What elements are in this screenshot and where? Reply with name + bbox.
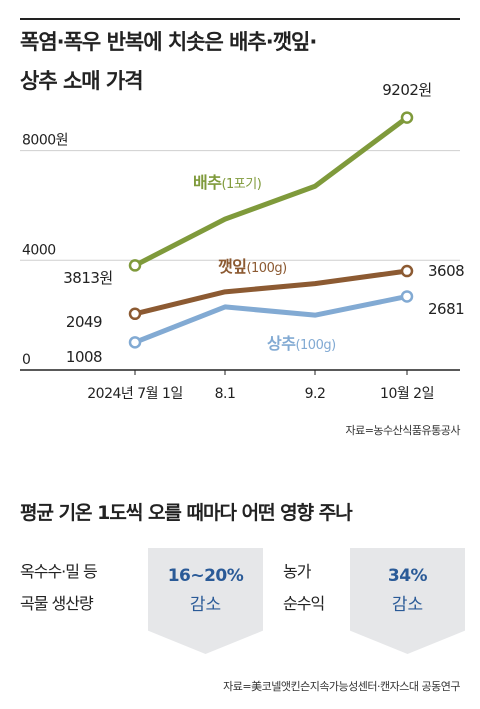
series-line-0 (132, 115, 410, 268)
impact-label-income-line1: 농가 (283, 562, 311, 581)
impact-value-income: 34% (387, 566, 428, 586)
impact-label-grain-line1: 옥수수·밀 등 (20, 562, 98, 581)
series-1-end-value: 3608 (428, 262, 464, 280)
impact-label-grain-line2: 곡물 생산량 (20, 594, 94, 613)
section-title: 평균 기온 1도씩 오를 때마다 어떤 영향 주나 (20, 502, 353, 524)
impact-direction-grain: 감소 (189, 595, 222, 615)
x-tick-label-2: 9.2 (305, 386, 326, 402)
series-0-name: 배추(1포기) (193, 173, 261, 192)
impact-label-grain: 옥수수·밀 등 곡물 생산량 (20, 556, 98, 620)
source-note-prices: 자료=농수산식품유통공사 (345, 424, 460, 437)
impact-box-grain: 16~20% 감소 (148, 548, 263, 654)
series-0-end-value: 9202원 (382, 81, 431, 99)
y-tick-label-1: 4000 (22, 242, 56, 258)
top-rule (20, 18, 460, 20)
series-0-point-3 (400, 111, 414, 124)
impact-label-income: 농가 순수익 (283, 556, 325, 620)
impact-box-income: 34% 감소 (350, 548, 465, 654)
series-2-point-3 (400, 290, 414, 303)
series-0-name-text: 배추 (193, 173, 222, 192)
series-1-unit: (100g) (246, 261, 286, 276)
y-tick-label-0: 8000원 (22, 133, 68, 149)
x-tick-label-3: 10월 2일 (380, 386, 434, 402)
series-1-name: 깻잎(100g) (218, 257, 287, 276)
series-1-point-3 (400, 264, 414, 278)
series-line-1 (132, 268, 410, 317)
series-1-name-text: 깻잎 (218, 257, 246, 276)
series-0-start-value: 3813원 (63, 269, 112, 287)
impact-value-grain: 16~20% (167, 566, 244, 586)
series-2-end-value: 2681 (428, 300, 464, 318)
series-2-unit: (100g) (295, 338, 335, 353)
series-0-unit: (1포기) (221, 177, 261, 192)
source-note-study: 자료=美코넬앳킨슨지속가능성센터·캔자스대 공동연구 (223, 680, 460, 693)
x-tick-label-0: 2024년 7월 1일 (87, 386, 182, 402)
series-2-point-0 (128, 336, 142, 349)
impact-direction-income: 감소 (391, 595, 424, 615)
series-2-name-text: 상추 (267, 334, 296, 353)
impact-label-income-line2: 순수익 (283, 594, 325, 613)
series-2-start-value: 1008 (66, 348, 102, 366)
series-1-start-value: 2049 (66, 313, 102, 331)
series-2-name: 상추(100g) (267, 334, 336, 353)
price-line-chart: 8000원 4000 0 2024년 7월 1일 8.1 9.2 10월 2일 3813원 92… (20, 81, 465, 402)
series-1-point-0 (128, 307, 142, 321)
chart-title-line2: 상추 소매 가격 (20, 69, 144, 93)
series-0-point-0 (128, 259, 142, 272)
chart-title-line1: 폭염·폭우 반복에 치솟은 배추·깻잎· (20, 30, 317, 54)
series-line-2 (132, 293, 410, 345)
y-tick-label-2: 0 (22, 352, 30, 368)
x-tick-label-1: 8.1 (215, 386, 236, 402)
